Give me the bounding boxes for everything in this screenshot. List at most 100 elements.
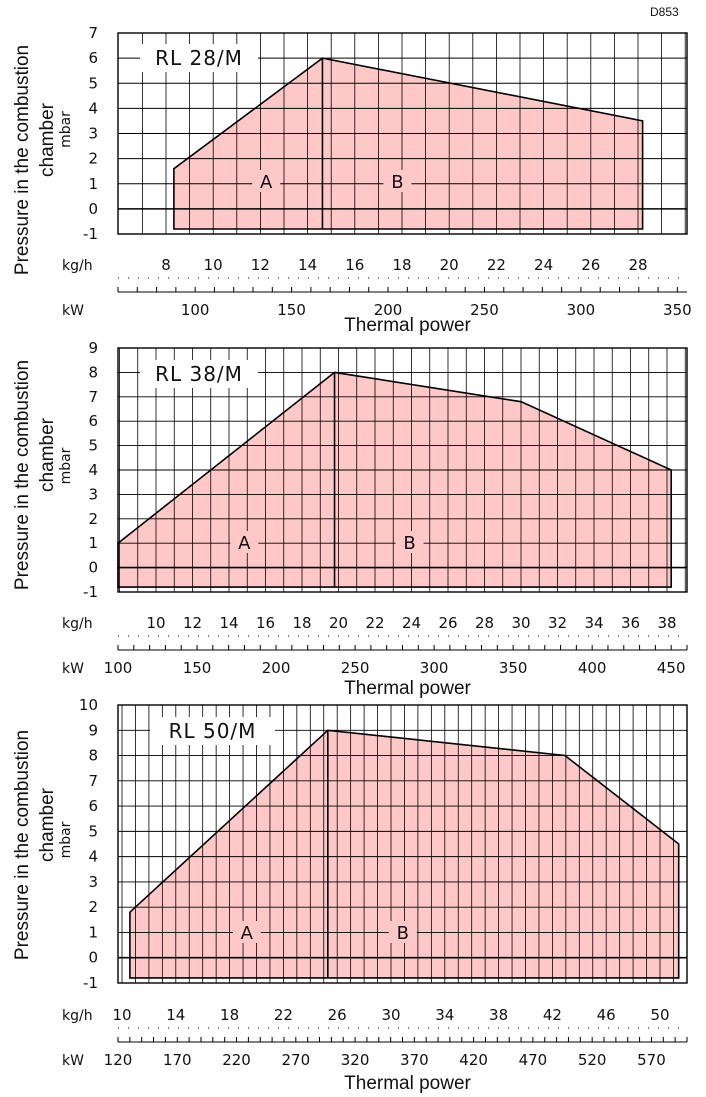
y-tick-label: 0: [88, 559, 98, 577]
kw-tick-label: 350: [499, 659, 528, 677]
zone-label-bg: [383, 170, 412, 192]
kgh-tick-label: 34: [584, 614, 603, 632]
y-tick-label: 1: [88, 923, 98, 941]
y-tick-label: 4: [88, 461, 98, 479]
y-tick-label: 5: [88, 74, 98, 92]
kgh-tick-label: 36: [621, 614, 640, 632]
y-tick-label: 3: [88, 485, 98, 503]
kw-tick-label: 100: [104, 659, 133, 677]
kw-tick-label: 150: [183, 659, 212, 677]
kgh-tick-label: 18: [392, 256, 411, 274]
y-tick-label: 7: [88, 24, 98, 42]
zone-label-b: B: [403, 533, 415, 554]
kgh-unit-label: kg/h: [62, 258, 93, 274]
kw-tick-label: 120: [104, 1051, 133, 1069]
y-tick-label: 1: [88, 534, 98, 552]
kgh-tick-label: 18: [292, 614, 311, 632]
kgh-tick-label: 32: [548, 614, 567, 632]
y-tick-label: -1: [83, 974, 98, 992]
model-label: RL 28/M: [155, 46, 243, 70]
kgh-tick-label: 38: [657, 614, 676, 632]
y-axis-label-line2: chamber: [37, 787, 58, 862]
kgh-tick-label: 12: [183, 614, 202, 632]
kgh-tick-label: 30: [511, 614, 530, 632]
kw-tick-label: 200: [262, 659, 291, 677]
firing-envelope-area: [173, 58, 643, 229]
kw-tick-label: 150: [277, 301, 306, 319]
kw-tick-label: 520: [578, 1051, 607, 1069]
y-axis-label-line2: chamber: [37, 102, 58, 177]
zone-label-bg: [388, 921, 417, 943]
y-axis-label-line2: chamber: [37, 417, 58, 492]
kgh-tick-label: 24: [534, 256, 553, 274]
kgh-tick-label: 46: [597, 1006, 616, 1024]
kgh-tick-label: 28: [475, 614, 494, 632]
kw-tick-label: 320: [341, 1051, 370, 1069]
plot-frame: [117, 347, 688, 593]
kw-unit-label: kW: [62, 303, 84, 319]
kgh-tick-label: 22: [274, 1006, 293, 1024]
kw-tick-label: 250: [470, 301, 499, 319]
kw-tick-label: 250: [341, 659, 370, 677]
kgh-tick-label: 42: [543, 1006, 562, 1024]
kgh-unit-label: kg/h: [62, 616, 93, 632]
kw-tick-label: 100: [181, 301, 210, 319]
kw-tick-label: 300: [567, 301, 596, 319]
y-axis-label-line1: Pressure in the combustion: [12, 730, 33, 960]
kgh-tick-label: 14: [219, 614, 238, 632]
y-tick-label: -1: [83, 225, 98, 243]
kgh-tick-label: 30: [381, 1006, 400, 1024]
kw-tick-label: 420: [459, 1051, 488, 1069]
x-axis-label: Thermal power: [344, 1073, 471, 1094]
y-unit-label: mbar: [58, 447, 74, 484]
kgh-tick-label: 26: [328, 1006, 347, 1024]
y-tick-label: 6: [88, 412, 98, 430]
zone-label-bg: [230, 531, 259, 553]
y-unit-label: mbar: [58, 821, 74, 858]
kgh-tick-label: 10: [204, 256, 223, 274]
drawing-code: D853: [650, 5, 679, 19]
kgh-tick-label: 22: [487, 256, 506, 274]
zone-label-b: B: [391, 172, 403, 193]
y-tick-label: 9: [88, 339, 98, 357]
kgh-tick-label: 26: [438, 614, 457, 632]
model-label-box: [150, 717, 275, 745]
y-tick-label: 9: [88, 721, 98, 739]
kgh-tick-label: 34: [435, 1006, 454, 1024]
zone-label-a: A: [241, 923, 254, 944]
plot-frame: [117, 32, 688, 235]
zone-label-bg: [395, 531, 424, 553]
y-tick-label: 10: [79, 696, 98, 714]
y-tick-label: 1: [88, 175, 98, 193]
kgh-tick-label: 8: [161, 256, 171, 274]
zone-label-bg: [232, 921, 261, 943]
y-axis-label-line1: Pressure in the combustion: [12, 45, 33, 275]
zone-label-a: A: [260, 172, 273, 193]
y-tick-label: 4: [88, 99, 98, 117]
firing-envelope-area: [118, 372, 672, 588]
y-tick-label: 8: [88, 747, 98, 765]
y-tick-label: 5: [88, 437, 98, 455]
kw-tick-label: 170: [163, 1051, 192, 1069]
kgh-tick-label: 16: [256, 614, 275, 632]
y-tick-label: 3: [88, 125, 98, 143]
y-tick-label: 2: [88, 510, 98, 528]
y-tick-label: 7: [88, 772, 98, 790]
kgh-tick-label: 24: [402, 614, 421, 632]
y-tick-label: 8: [88, 363, 98, 381]
kgh-tick-label: 38: [489, 1006, 508, 1024]
kgh-tick-label: 18: [220, 1006, 239, 1024]
kgh-unit-label: kg/h: [62, 1008, 93, 1024]
kw-unit-label: kW: [62, 661, 84, 677]
kgh-tick-label: 22: [365, 614, 384, 632]
kw-tick-label: 450: [657, 659, 686, 677]
kgh-tick-label: 14: [166, 1006, 185, 1024]
model-label-box: [140, 360, 258, 388]
y-tick-label: 0: [88, 200, 98, 218]
y-tick-label: -1: [83, 583, 98, 601]
kgh-tick-label: 50: [650, 1006, 669, 1024]
